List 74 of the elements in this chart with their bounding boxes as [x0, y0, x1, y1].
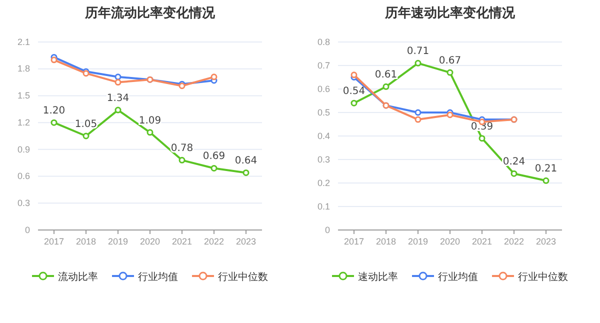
x-tick-label: 2018 — [376, 236, 396, 246]
y-tick-label: 0.3 — [17, 198, 30, 208]
point — [350, 72, 358, 78]
x-tick-label: 2017 — [344, 236, 364, 246]
x-tick-label: 2019 — [108, 236, 128, 246]
point — [50, 119, 58, 126]
x-tick-label: 2023 — [536, 236, 556, 246]
data-label: 1.34 — [106, 93, 130, 104]
point — [210, 164, 218, 172]
x-tick-label: 2017 — [44, 236, 64, 246]
y-tick-label: 0.6 — [317, 84, 330, 94]
y-tick-label: 0.3 — [317, 154, 330, 164]
y-tick-label: 0.2 — [317, 178, 330, 188]
legend-label: 速动比率 — [358, 271, 398, 283]
point — [82, 132, 90, 140]
point — [114, 79, 122, 86]
y-tick-label: 1.8 — [17, 64, 30, 74]
point — [178, 156, 186, 164]
data-label: 0.71 — [406, 46, 430, 58]
x-tick-label: 2022 — [504, 236, 524, 246]
x-tick-label: 2022 — [204, 236, 224, 246]
data-label: 0.61 — [374, 70, 398, 81]
data-label: 0.54 — [342, 86, 366, 98]
data-label: 1.05 — [74, 119, 98, 130]
data-label: 1.09 — [138, 115, 162, 126]
y-tick-label: 0.1 — [317, 201, 330, 212]
point — [446, 69, 454, 76]
point — [542, 177, 550, 184]
point — [114, 74, 122, 80]
y-tick-label: 0.6 — [17, 171, 30, 182]
point — [414, 116, 422, 123]
data-label: 1.20 — [42, 106, 66, 117]
y-tick-label: 0.5 — [317, 107, 330, 118]
data-label: 0.24 — [502, 156, 526, 168]
y-tick-label: 0 — [24, 224, 30, 235]
y-tick-label: 0.7 — [317, 60, 330, 70]
x-tick-label: 2020 — [440, 236, 460, 246]
data-label: 0.69 — [202, 151, 226, 162]
legend-label: 行业中位数 — [218, 271, 268, 283]
data-label: 0.64 — [234, 156, 258, 167]
data-label: 0.21 — [534, 164, 558, 175]
point — [50, 56, 58, 64]
point — [382, 83, 390, 90]
y-tick-label: 2.1 — [17, 36, 30, 47]
point — [350, 100, 358, 106]
y-tick-label: 0 — [324, 224, 330, 235]
chart-title: 历年速动比率变化情况 — [384, 5, 516, 21]
x-tick-label: 2019 — [408, 236, 428, 246]
data-label: 0.78 — [170, 143, 194, 154]
point — [210, 74, 218, 80]
point — [414, 109, 422, 116]
legend-label: 行业中位数 — [518, 271, 568, 283]
point — [114, 106, 122, 114]
point — [242, 169, 250, 176]
x-tick-label: 2018 — [76, 236, 96, 246]
legend-label: 流动比率 — [58, 271, 98, 283]
point — [146, 129, 154, 136]
y-tick-label: 0.4 — [317, 130, 330, 141]
data-label: 0.67 — [438, 56, 462, 67]
x-tick-label: 2023 — [236, 236, 256, 246]
x-tick-label: 2021 — [472, 236, 492, 246]
y-tick-label: 1.5 — [17, 90, 30, 101]
chart-title: 历年流动比率变化情况 — [84, 5, 216, 21]
point — [446, 112, 454, 118]
x-tick-label: 2020 — [140, 236, 160, 246]
point — [510, 170, 518, 177]
point — [414, 60, 422, 66]
x-tick-label: 2021 — [172, 236, 192, 246]
legend-label: 行业均值 — [138, 271, 178, 283]
y-tick-label: 0.8 — [317, 36, 330, 47]
point — [478, 135, 486, 142]
y-tick-label: 0.9 — [17, 144, 30, 154]
legend-label: 行业均值 — [438, 271, 478, 283]
y-tick-label: 1.2 — [17, 117, 30, 128]
